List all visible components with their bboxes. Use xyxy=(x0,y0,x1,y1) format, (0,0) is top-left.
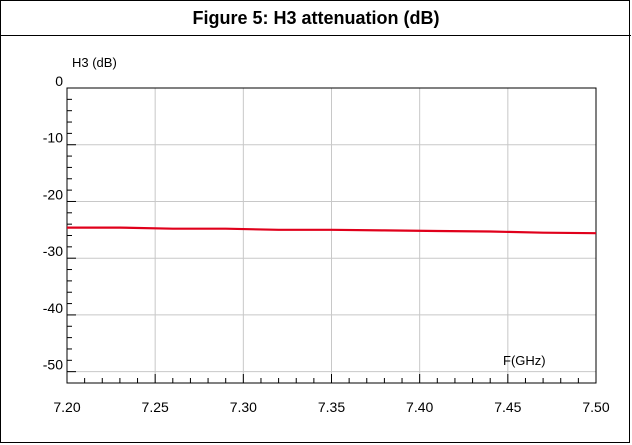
x-tick-label: 7.20 xyxy=(53,399,80,415)
x-tick-label: 7.40 xyxy=(406,399,433,415)
series xyxy=(67,226,597,235)
grid-lines xyxy=(67,88,596,383)
tick-labels: 7.20 7.25 7.30 7.35 7.40 7.45 7.50 0 -10 -20 -30 -4… xyxy=(43,73,610,415)
x-axis-label: F(GHz) xyxy=(503,353,546,368)
title-bar: Figure 5: H3 attenuation (dB) xyxy=(1,1,631,36)
x-tick-label: 7.35 xyxy=(318,399,345,415)
series-line xyxy=(67,226,597,235)
y-tick-label: -30 xyxy=(43,243,63,259)
y-tick-label: -20 xyxy=(43,186,63,202)
y-tick-label: -10 xyxy=(43,130,63,146)
y-tick-label: 0 xyxy=(55,73,63,89)
x-tick-label: 7.30 xyxy=(230,399,257,415)
x-tick-label: 7.45 xyxy=(494,399,521,415)
x-tick-label: 7.25 xyxy=(142,399,169,415)
y-tick-label: -50 xyxy=(43,357,63,373)
x-tick-label: 7.50 xyxy=(582,399,609,415)
y-tick-label: -40 xyxy=(43,300,63,316)
tick-marks xyxy=(66,87,597,384)
chart-title: Figure 5: H3 attenuation (dB) xyxy=(192,7,440,28)
y-axis-label: H3 (dB) xyxy=(72,55,117,70)
